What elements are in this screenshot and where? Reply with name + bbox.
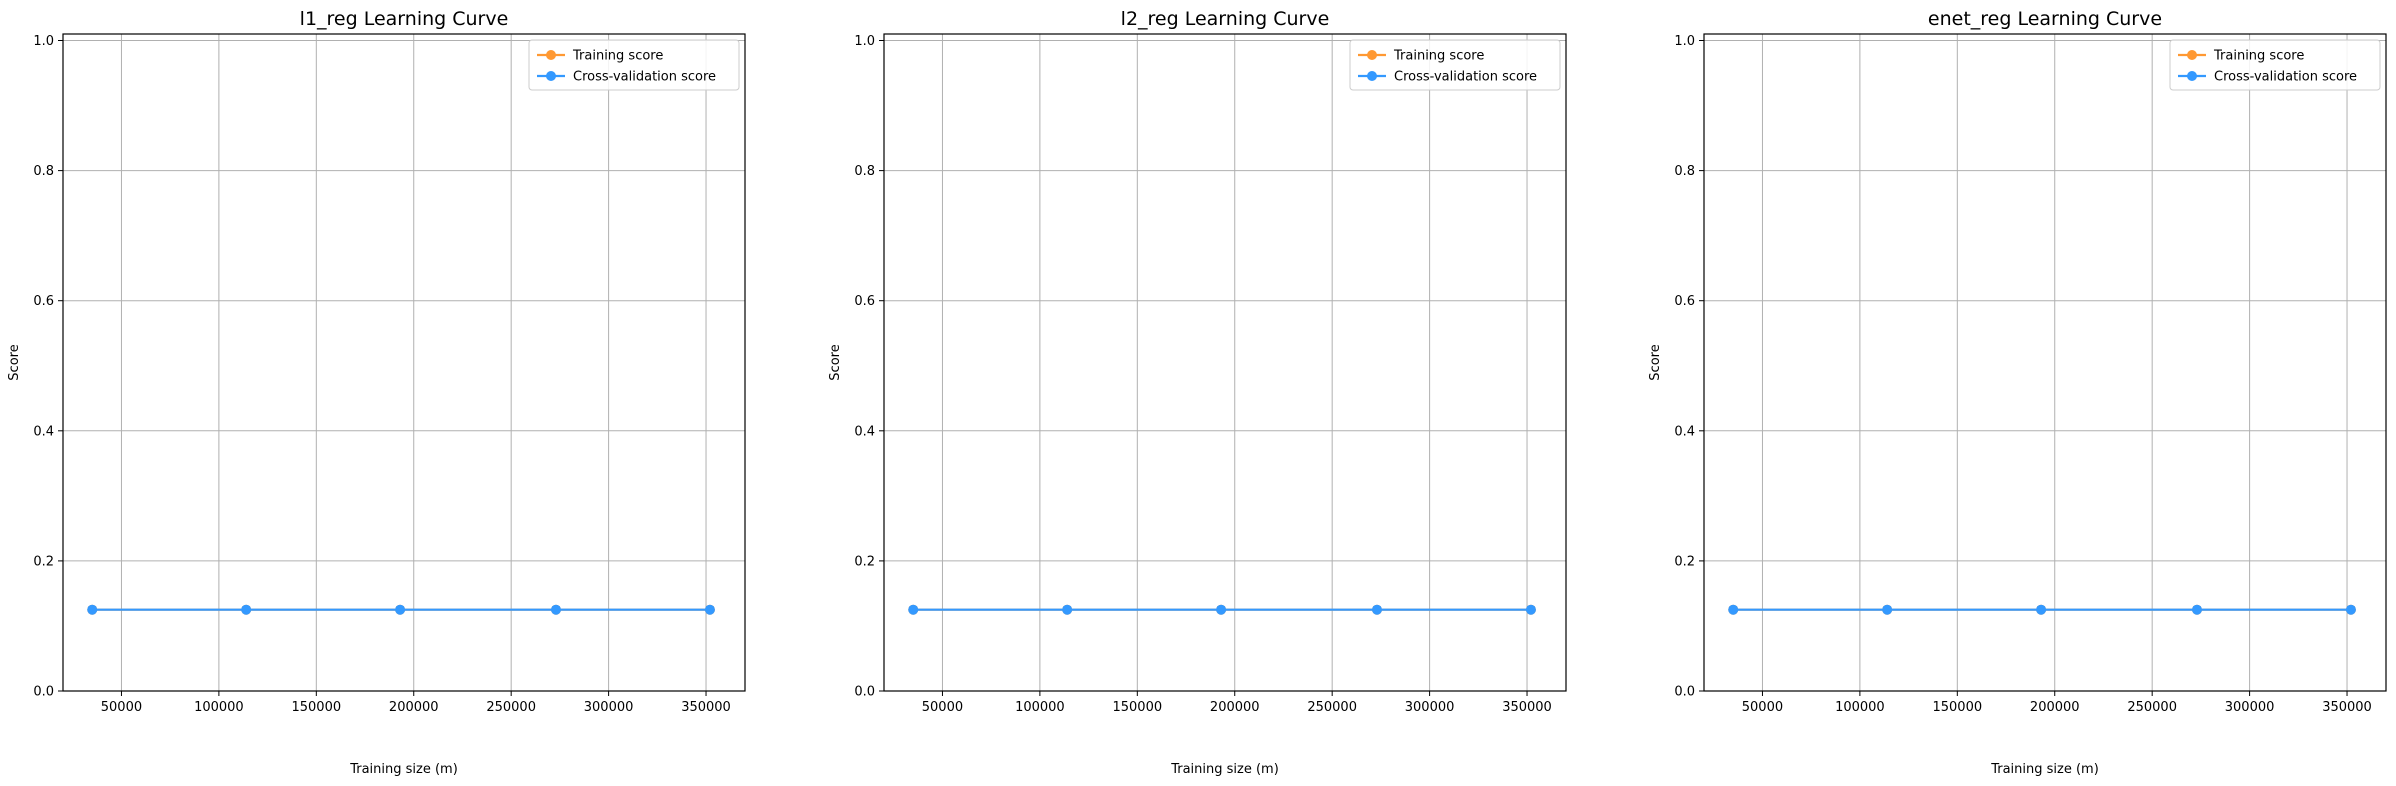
y-tick-label: 0.8 — [1674, 164, 1695, 179]
data-point-cross-validation — [908, 604, 919, 615]
legend-label: Cross-validation score — [573, 70, 716, 85]
y-axis-label: Score — [828, 344, 843, 380]
plot-frame — [883, 33, 1567, 692]
legend-marker — [546, 71, 556, 81]
x-tick-label: 150000 — [291, 700, 341, 715]
chart-title: l1_reg Learning Curve — [300, 8, 509, 30]
x-tick-label: 100000 — [1835, 700, 1885, 715]
data-point-cross-validation — [1062, 604, 1073, 615]
chart-panel-1: 50000 100000 150000 200000 250000 300000 35000… — [7, 8, 746, 777]
x-axis-label: Training size (m) — [1170, 762, 1279, 777]
y-tick-label: 0.4 — [1674, 424, 1695, 439]
y-tick-label: 0.6 — [33, 294, 54, 309]
y-tick-label: 0.4 — [33, 424, 54, 439]
legend: Training score Cross-validation score — [1349, 39, 1561, 91]
legend-marker — [2187, 50, 2197, 60]
data-point-cross-validation — [1525, 604, 1536, 615]
y-tick-label: 1.0 — [854, 34, 875, 49]
legend-box — [1349, 39, 1561, 91]
legend-label: Training score — [572, 49, 663, 64]
legend-marker — [1367, 50, 1377, 60]
x-tick-label: 200000 — [1210, 700, 1260, 715]
y-tick-label: 0.6 — [854, 294, 875, 309]
x-tick-label: 350000 — [681, 700, 731, 715]
legend-marker — [2187, 71, 2197, 81]
chart-panel-2: 50000 100000 150000 200000 250000 300000 35000… — [828, 8, 1567, 777]
x-tick-label: 350000 — [2322, 700, 2372, 715]
data-point-cross-validation — [2191, 604, 2202, 615]
y-tick-label: 0.0 — [33, 685, 54, 700]
x-tick-label: 150000 — [1112, 700, 1162, 715]
data-point-cross-validation — [1216, 604, 1227, 615]
x-tick-label: 150000 — [1932, 700, 1982, 715]
x-tick-label: 100000 — [194, 700, 244, 715]
legend-marker — [546, 50, 556, 60]
x-tick-label: 100000 — [1015, 700, 1065, 715]
y-tick-label: 0.2 — [33, 554, 54, 569]
y-tick-label: 0.6 — [1674, 294, 1695, 309]
x-axis-label: Training size (m) — [1990, 762, 2099, 777]
y-tick-label: 1.0 — [33, 34, 54, 49]
data-point-cross-validation — [395, 604, 406, 615]
chart-panel-3: 50000 100000 150000 200000 250000 300000 35000… — [1648, 8, 2387, 777]
y-tick-label: 0.4 — [854, 424, 875, 439]
legend-label: Training score — [1393, 49, 1484, 64]
y-axis-label: Score — [1648, 344, 1663, 380]
x-tick-label: 50000 — [101, 700, 142, 715]
x-tick-label: 350000 — [1502, 700, 1552, 715]
legend-box — [2169, 39, 2381, 91]
x-tick-label: 250000 — [1307, 700, 1357, 715]
legend-label: Training score — [2213, 49, 2304, 64]
data-point-cross-validation — [87, 604, 98, 615]
x-axis-label: Training size (m) — [349, 762, 458, 777]
x-tick-label: 250000 — [486, 700, 536, 715]
data-point-cross-validation — [1882, 604, 1893, 615]
x-tick-label: 300000 — [1405, 700, 1455, 715]
y-tick-label: 0.0 — [854, 685, 875, 700]
legend-label: Cross-validation score — [1394, 70, 1537, 85]
y-tick-label: 0.0 — [1674, 685, 1695, 700]
plot-frame — [1703, 33, 2387, 692]
legend-label: Cross-validation score — [2214, 70, 2357, 85]
data-point-cross-validation — [2036, 604, 2047, 615]
x-tick-label: 200000 — [2030, 700, 2080, 715]
data-point-cross-validation — [2345, 604, 2356, 615]
y-axis-label: Score — [7, 344, 22, 380]
x-tick-label: 300000 — [2225, 700, 2275, 715]
legend: Training score Cross-validation score — [528, 39, 740, 91]
data-point-cross-validation — [1728, 604, 1739, 615]
chart-title: enet_reg Learning Curve — [1928, 8, 2162, 30]
y-tick-label: 0.8 — [854, 164, 875, 179]
plot-frame — [62, 33, 746, 692]
x-tick-label: 250000 — [2127, 700, 2177, 715]
data-point-cross-validation — [704, 604, 715, 615]
data-point-cross-validation — [241, 604, 252, 615]
x-tick-label: 200000 — [389, 700, 439, 715]
legend-marker — [1367, 71, 1377, 81]
data-point-cross-validation — [550, 604, 561, 615]
chart-title: l2_reg Learning Curve — [1121, 8, 1330, 30]
x-tick-label: 50000 — [922, 700, 963, 715]
y-tick-label: 1.0 — [1674, 34, 1695, 49]
legend-box — [528, 39, 740, 91]
legend: Training score Cross-validation score — [2169, 39, 2381, 91]
data-point-cross-validation — [1371, 604, 1382, 615]
y-tick-label: 0.2 — [854, 554, 875, 569]
y-tick-label: 0.8 — [33, 164, 54, 179]
y-tick-label: 0.2 — [1674, 554, 1695, 569]
x-tick-label: 300000 — [584, 700, 634, 715]
x-tick-label: 50000 — [1742, 700, 1783, 715]
